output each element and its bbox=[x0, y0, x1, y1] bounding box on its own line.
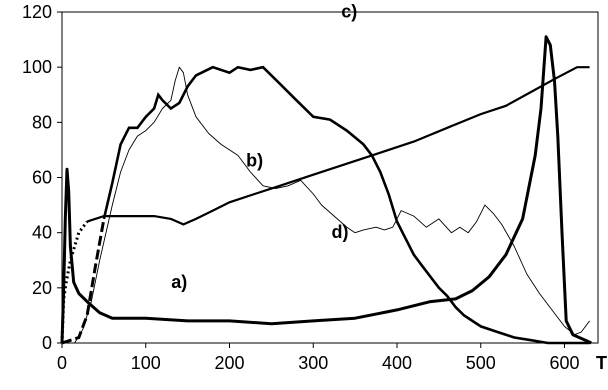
axes-layer: 0 20 40 60 80 100 120 0 100 200 300 400 500 600 T bbox=[22, 2, 607, 373]
y-tick-label: 120 bbox=[22, 2, 52, 22]
series-line-c bbox=[102, 65, 590, 345]
series-label: a) bbox=[171, 272, 187, 292]
series-line-d bbox=[62, 66, 590, 344]
x-tick-label: 600 bbox=[549, 353, 579, 373]
y-tick-label: 40 bbox=[32, 223, 52, 243]
series-layer bbox=[60, 35, 592, 345]
labels-layer: a) b) c) d) bbox=[171, 2, 357, 292]
y-tick-label: 0 bbox=[42, 333, 52, 353]
y-tick-label: 100 bbox=[22, 57, 52, 77]
series-line-b bbox=[86, 66, 590, 226]
series-line-c-dashed bbox=[61, 218, 106, 345]
series-line-b-dotted bbox=[60, 220, 89, 344]
y-tick-label: 80 bbox=[32, 112, 52, 132]
y-tick-label: 20 bbox=[32, 278, 52, 298]
series-label: b) bbox=[246, 150, 263, 170]
x-tick-label: 400 bbox=[382, 353, 412, 373]
y-tick-label: 60 bbox=[32, 168, 52, 188]
x-tick-label: 300 bbox=[298, 353, 328, 373]
series-label: d) bbox=[332, 222, 349, 242]
series-line-a bbox=[60, 35, 592, 345]
x-tick-label: 100 bbox=[131, 353, 161, 373]
series-label: c) bbox=[341, 2, 357, 22]
x-tick-label: 0 bbox=[57, 353, 67, 373]
x-axis-title: T bbox=[596, 353, 607, 373]
plot-frame bbox=[61, 11, 599, 344]
x-tick-label: 200 bbox=[214, 353, 244, 373]
x-tick-label: 500 bbox=[466, 353, 496, 373]
